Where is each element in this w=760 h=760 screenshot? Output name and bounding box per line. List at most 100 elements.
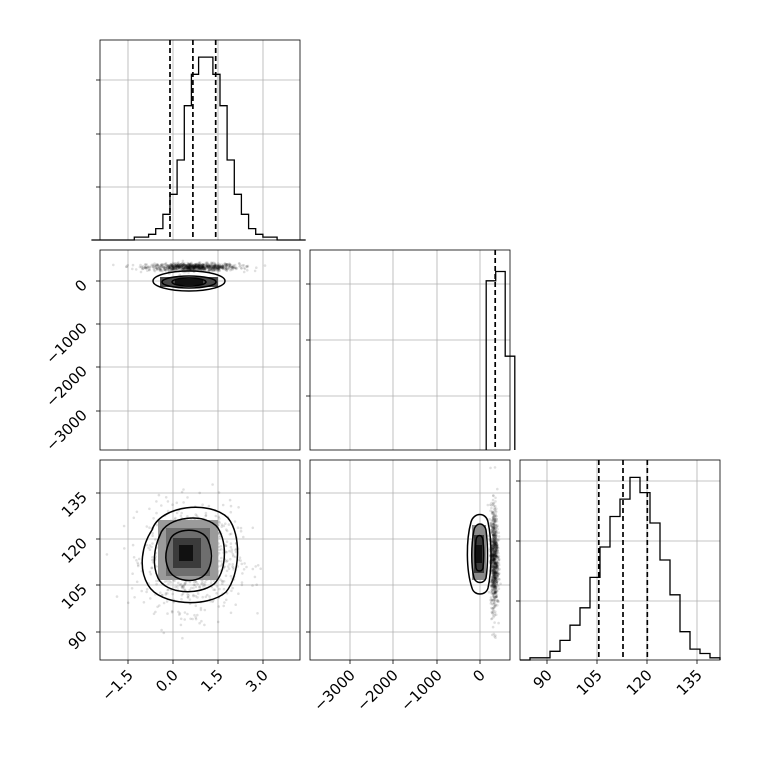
scatter-point bbox=[491, 541, 494, 545]
scatter-point bbox=[211, 264, 214, 267]
scatter-point bbox=[181, 592, 185, 596]
scatter-point bbox=[494, 567, 498, 571]
scatter-point bbox=[187, 265, 190, 269]
scatter-point bbox=[172, 268, 175, 271]
scatter-point bbox=[493, 565, 497, 569]
scatter-point bbox=[175, 266, 179, 269]
scatter-point bbox=[212, 266, 215, 270]
scatter-point bbox=[496, 539, 500, 543]
scatter-point bbox=[219, 265, 222, 269]
scatter-point bbox=[197, 262, 201, 265]
scatter-point bbox=[201, 265, 205, 269]
scatter-point bbox=[156, 263, 159, 267]
scatter-point bbox=[491, 575, 494, 578]
scatter-point bbox=[201, 264, 204, 268]
scatter-point bbox=[209, 581, 213, 585]
scatter-point bbox=[496, 554, 499, 557]
scatter-point bbox=[495, 574, 498, 578]
scatter-point bbox=[493, 513, 496, 517]
histogram-bar bbox=[610, 517, 620, 661]
scatter-point bbox=[224, 522, 227, 525]
scatter-point bbox=[138, 265, 142, 269]
scatter-point bbox=[492, 549, 496, 553]
scatter-point bbox=[491, 555, 495, 558]
scatter-point bbox=[205, 266, 209, 269]
scatter-point bbox=[496, 556, 500, 559]
scatter-point bbox=[179, 263, 182, 267]
scatter-point bbox=[492, 558, 496, 562]
scatter-point bbox=[188, 266, 192, 270]
scatter-point bbox=[190, 261, 193, 265]
scatter-point bbox=[489, 596, 493, 599]
scatter-point bbox=[170, 268, 174, 271]
scatter-point bbox=[188, 268, 191, 271]
scatter-point bbox=[179, 265, 183, 269]
scatter-point bbox=[493, 562, 497, 565]
scatter-point bbox=[493, 592, 496, 595]
scatter-point bbox=[199, 266, 203, 269]
scatter-point bbox=[192, 580, 196, 584]
scatter-point bbox=[493, 546, 496, 550]
scatter-point bbox=[181, 264, 185, 267]
scatter-point bbox=[495, 570, 499, 574]
scatter-point bbox=[491, 547, 495, 551]
scatter-point bbox=[224, 550, 228, 554]
scatter-point bbox=[201, 264, 204, 267]
scatter-point bbox=[493, 543, 497, 547]
scatter-point bbox=[180, 264, 184, 268]
scatter-point bbox=[157, 265, 160, 268]
scatter-point bbox=[172, 265, 176, 269]
scatter-point bbox=[490, 506, 493, 510]
scatter-point bbox=[172, 262, 175, 266]
scatter-point bbox=[145, 588, 149, 591]
scatter-point bbox=[494, 587, 497, 591]
scatter-point bbox=[233, 520, 237, 523]
scatter-point bbox=[491, 603, 494, 606]
scatter-point bbox=[494, 573, 497, 576]
scatter-point bbox=[197, 266, 201, 270]
scatter-point bbox=[136, 564, 140, 568]
scatter-point bbox=[203, 266, 207, 270]
scatter-point bbox=[145, 266, 149, 270]
scatter-point bbox=[492, 527, 496, 531]
scatter-point bbox=[193, 265, 196, 269]
scatter-point bbox=[492, 553, 495, 557]
scatter-point bbox=[192, 265, 196, 268]
scatter-point bbox=[180, 266, 184, 269]
scatter-point bbox=[224, 263, 228, 266]
scatter-point bbox=[166, 588, 169, 592]
scatter-point bbox=[212, 264, 215, 268]
scatter-point bbox=[492, 557, 495, 561]
scatter-point bbox=[198, 265, 201, 269]
scatter-point bbox=[219, 548, 223, 551]
scatter-point bbox=[198, 265, 202, 268]
scatter-point bbox=[181, 585, 184, 588]
scatter-point bbox=[212, 267, 216, 270]
scatter-point bbox=[233, 263, 237, 267]
scatter-point bbox=[491, 552, 495, 556]
scatter-point bbox=[225, 551, 228, 554]
scatter-point bbox=[197, 268, 200, 271]
scatter-point bbox=[180, 267, 184, 271]
scatter-point bbox=[495, 558, 498, 561]
scatter-point bbox=[492, 593, 495, 596]
scatter-point bbox=[491, 511, 494, 514]
scatter-point bbox=[192, 268, 196, 271]
scatter-point bbox=[192, 266, 196, 270]
scatter-point bbox=[150, 263, 153, 267]
scatter-point bbox=[221, 264, 224, 268]
scatter-point bbox=[126, 601, 130, 605]
scatter-point bbox=[495, 566, 499, 569]
scatter-point bbox=[173, 268, 177, 272]
scatter-point bbox=[218, 517, 221, 520]
scatter-point bbox=[181, 268, 185, 271]
scatter-point bbox=[240, 581, 244, 584]
x-tick-label: 3.0 bbox=[242, 666, 272, 696]
scatter-point bbox=[495, 510, 498, 513]
scatter-point bbox=[184, 263, 187, 267]
scatter-point bbox=[177, 610, 180, 614]
scatter-point bbox=[492, 573, 495, 576]
scatter-point bbox=[216, 264, 219, 268]
scatter-point bbox=[192, 267, 195, 270]
scatter-point bbox=[211, 264, 214, 268]
